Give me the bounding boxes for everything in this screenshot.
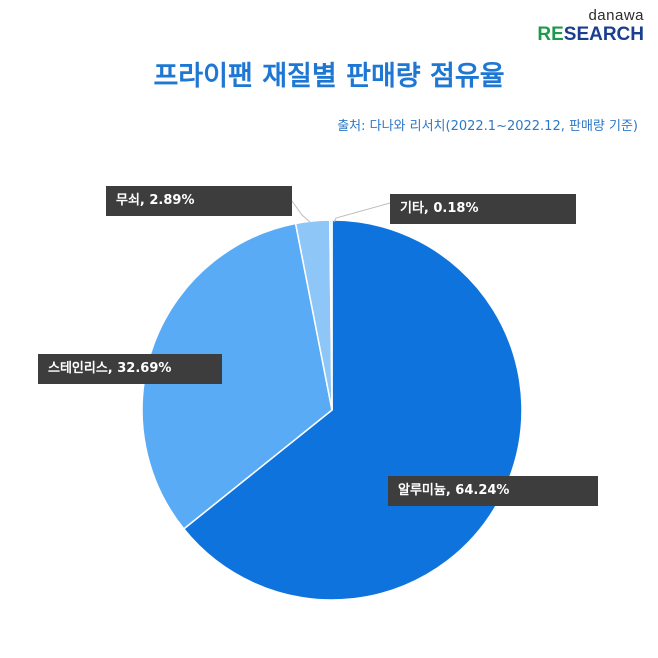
pie-slice-4 [329,219,333,411]
leader-line-3 [291,200,311,223]
data-label-4: 기타, 0.18% [390,194,576,224]
source-note: 출처: 다나와 리서치(2022.1~2022.12, 판매량 기준) [337,119,638,134]
leader-line-4 [333,202,391,223]
data-label-2: 스테인리스, 32.69% [38,354,222,384]
logo-wordmark-bottom: RESEARCH [537,24,644,45]
data-label-1: 알루미늄, 64.24% [388,476,598,506]
chart-title: 프라이팬 재질별 판매량 점유율 [153,61,505,92]
data-label-3: 무쇠, 2.89% [106,186,292,216]
logo-wordmark-top: danawa [588,7,644,24]
pie-slice-2 [141,222,333,530]
danawa-research-logo: danawa RESEARCH [537,8,644,44]
